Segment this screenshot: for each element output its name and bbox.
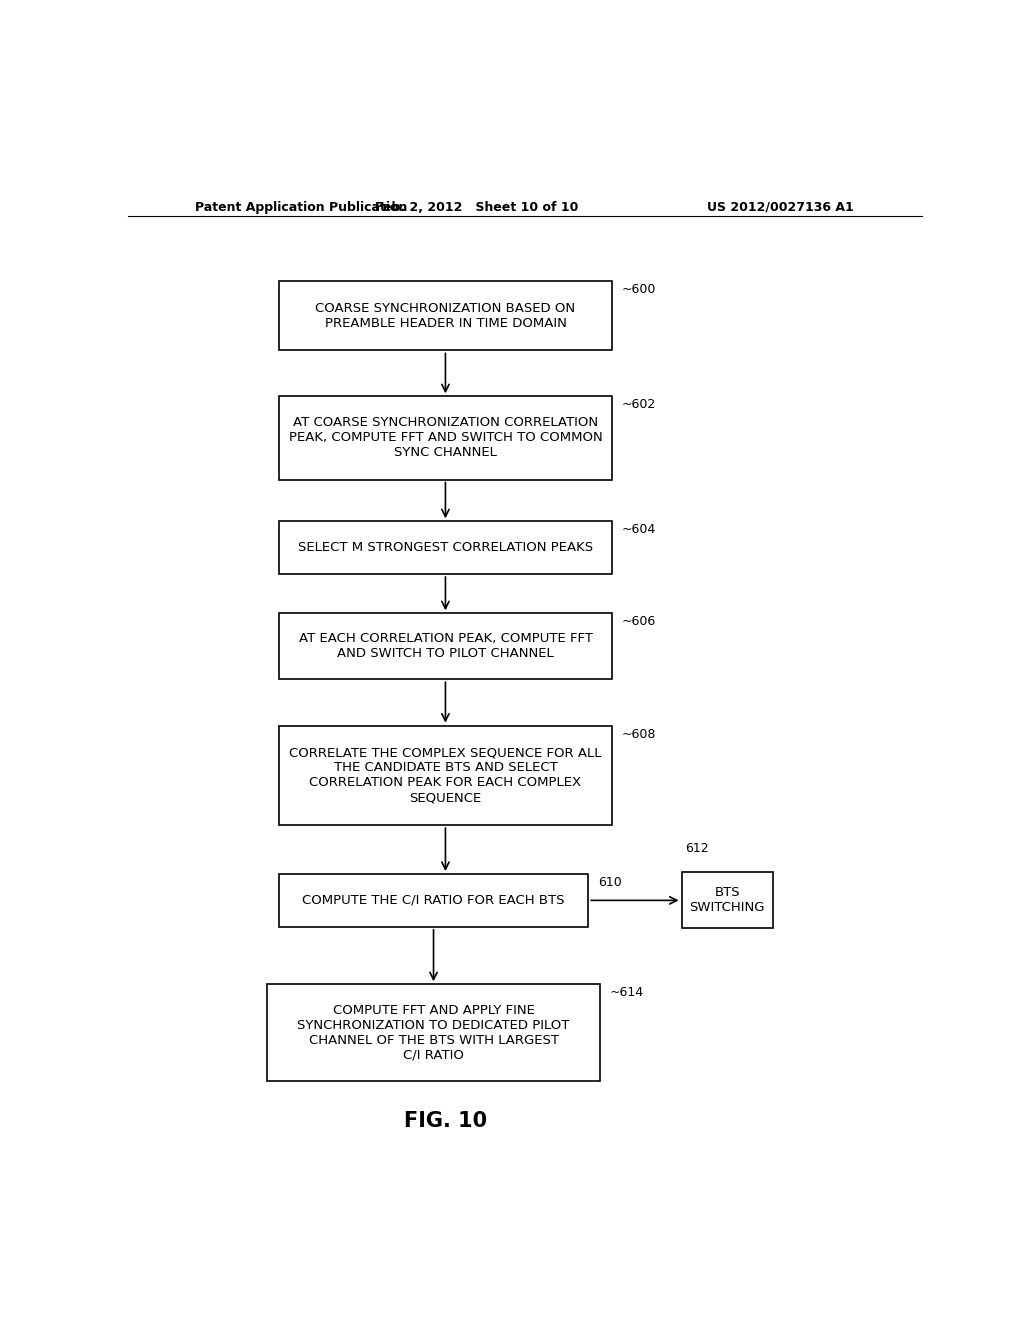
FancyBboxPatch shape: [279, 396, 612, 479]
Text: Feb. 2, 2012   Sheet 10 of 10: Feb. 2, 2012 Sheet 10 of 10: [376, 201, 579, 214]
Text: US 2012/0027136 A1: US 2012/0027136 A1: [708, 201, 854, 214]
FancyBboxPatch shape: [267, 985, 600, 1081]
FancyBboxPatch shape: [682, 873, 773, 928]
Text: ~614: ~614: [609, 986, 644, 999]
Text: 612: 612: [685, 842, 710, 855]
Text: ~604: ~604: [622, 523, 655, 536]
Text: CORRELATE THE COMPLEX SEQUENCE FOR ALL
THE CANDIDATE BTS AND SELECT
CORRELATION : CORRELATE THE COMPLEX SEQUENCE FOR ALL T…: [289, 746, 602, 804]
Text: ~600: ~600: [622, 284, 656, 297]
Text: ~602: ~602: [622, 399, 655, 412]
Text: ~608: ~608: [622, 727, 656, 741]
Text: COARSE SYNCHRONIZATION BASED ON
PREAMBLE HEADER IN TIME DOMAIN: COARSE SYNCHRONIZATION BASED ON PREAMBLE…: [315, 302, 575, 330]
Text: 610: 610: [598, 876, 622, 888]
FancyBboxPatch shape: [279, 614, 612, 680]
FancyBboxPatch shape: [279, 521, 612, 574]
Text: ~606: ~606: [622, 615, 655, 628]
Text: SELECT M STRONGEST CORRELATION PEAKS: SELECT M STRONGEST CORRELATION PEAKS: [298, 541, 593, 554]
Text: AT EACH CORRELATION PEAK, COMPUTE FFT
AND SWITCH TO PILOT CHANNEL: AT EACH CORRELATION PEAK, COMPUTE FFT AN…: [299, 632, 592, 660]
Text: COMPUTE THE C/I RATIO FOR EACH BTS: COMPUTE THE C/I RATIO FOR EACH BTS: [302, 894, 565, 907]
Text: AT COARSE SYNCHRONIZATION CORRELATION
PEAK, COMPUTE FFT AND SWITCH TO COMMON
SYN: AT COARSE SYNCHRONIZATION CORRELATION PE…: [289, 416, 602, 459]
Text: COMPUTE FFT AND APPLY FINE
SYNCHRONIZATION TO DEDICATED PILOT
CHANNEL OF THE BTS: COMPUTE FFT AND APPLY FINE SYNCHRONIZATI…: [297, 1003, 569, 1061]
Text: FIG. 10: FIG. 10: [403, 1111, 487, 1131]
Text: BTS
SWITCHING: BTS SWITCHING: [689, 886, 765, 915]
FancyBboxPatch shape: [279, 281, 612, 351]
FancyBboxPatch shape: [279, 874, 588, 927]
Text: Patent Application Publication: Patent Application Publication: [196, 201, 408, 214]
FancyBboxPatch shape: [279, 726, 612, 825]
